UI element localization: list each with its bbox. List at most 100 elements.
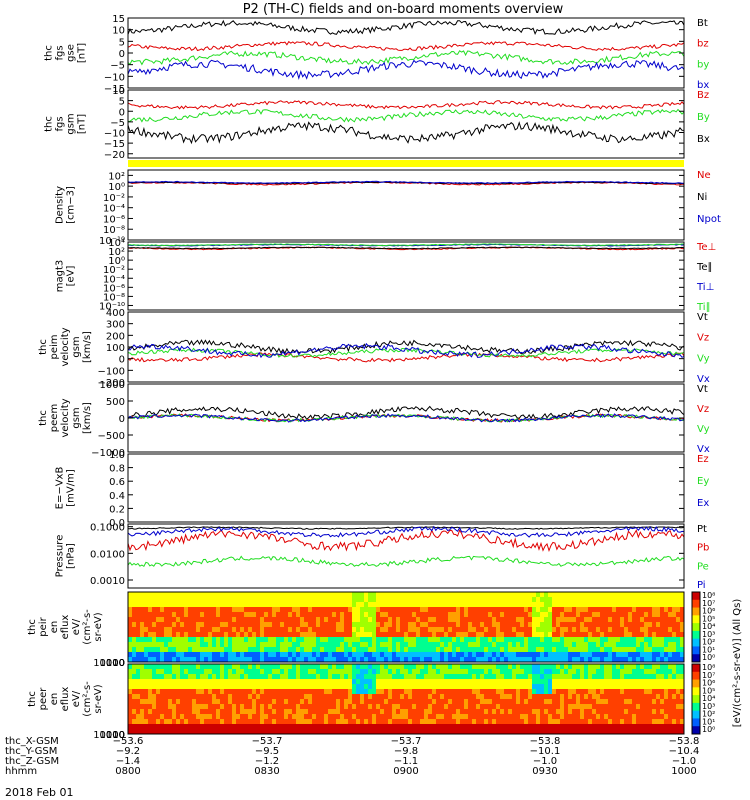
peir-spec-cell	[644, 627, 649, 633]
peir-spec-cell	[608, 622, 613, 628]
peer-spec-cell	[336, 669, 341, 675]
peir-spec-cell	[248, 602, 253, 608]
peer-spec-cell	[460, 729, 465, 735]
peir-spec-cell	[200, 592, 205, 598]
peer-spec-cell	[588, 694, 593, 700]
peer-spec-cell	[128, 714, 133, 720]
peer-spec-cell	[160, 729, 165, 735]
peir-spec-cell	[480, 637, 485, 643]
peir-spec-cell	[236, 607, 241, 613]
peer-spec-cell	[408, 674, 413, 680]
peir-spec-cell	[636, 597, 641, 603]
peer-spec-cell	[600, 719, 605, 725]
peer-spec-cell	[672, 704, 677, 710]
peer-spec-cell	[676, 694, 681, 700]
peir-spec-cell	[432, 627, 437, 633]
peir-spec-cell	[428, 642, 433, 648]
peir-spec-cell	[432, 647, 437, 653]
peir-spec-cell	[588, 652, 593, 658]
y-axis-label: thc	[38, 339, 49, 355]
peir-spec-cell	[444, 647, 449, 653]
peer-spec-cell	[280, 709, 285, 715]
peir-spec-cell	[224, 657, 229, 663]
peer-spec-cell	[280, 714, 285, 720]
peer-spec-cell	[140, 694, 145, 700]
peir-spec-cell	[216, 657, 221, 663]
peir-spec-cell	[316, 612, 321, 618]
peir-spec-cell	[656, 627, 661, 633]
peir-spec-cell	[620, 617, 625, 623]
peir-spec-cell	[568, 637, 573, 643]
peer-spec-cell	[612, 664, 617, 670]
peer-spec-cell	[560, 709, 565, 715]
peer-spec-cell	[596, 709, 601, 715]
peir-spec-cell	[440, 627, 445, 633]
peer-spec-cell	[396, 699, 401, 705]
peir-spec-cell	[532, 607, 537, 613]
peir-spec-cell	[640, 637, 645, 643]
peir-spec-cell	[668, 612, 673, 618]
peir-spec-cell	[204, 607, 209, 613]
peir-spec-cell	[664, 607, 669, 613]
peir-spec-cell	[268, 617, 273, 623]
peer-spec-cell	[404, 724, 409, 730]
peir-spec-cell	[196, 637, 201, 643]
peer-spec-cell	[320, 704, 325, 710]
peer-spec-cell	[568, 689, 573, 695]
peer-spec-cell	[344, 694, 349, 700]
peer-spec-cell	[260, 664, 265, 670]
peer-spec-cell	[668, 699, 673, 705]
peer-spec-cell	[476, 704, 481, 710]
peir-spec-cell	[188, 602, 193, 608]
peir-spec-cell	[604, 632, 609, 638]
peir-spec-cell	[388, 607, 393, 613]
peer-spec-cell	[492, 689, 497, 695]
peer-spec-cell	[656, 709, 661, 715]
peir-spec-cell	[236, 627, 241, 633]
colorbar: 10⁸10⁷10⁶10⁵10⁴10³10²10¹10⁰10⁸10⁷10⁶10⁵1…	[691, 591, 743, 735]
y-tick-label: 15	[112, 14, 125, 25]
peer-spec-cell	[260, 729, 265, 735]
peer-spec-cell	[560, 684, 565, 690]
peer-spec-cell	[668, 709, 673, 715]
peir-spec-cell	[416, 597, 421, 603]
peer-spec-cell	[140, 709, 145, 715]
peir-spec-cell	[252, 607, 257, 613]
peer-spec-cell	[440, 709, 445, 715]
temperature-frame	[127, 241, 685, 311]
peir-spec-cell	[564, 612, 569, 618]
peer-spec-cell	[184, 674, 189, 680]
peer-spec-cell	[596, 669, 601, 675]
peir-spec-cell	[332, 657, 337, 663]
peir-spec-cell	[644, 592, 649, 598]
peer-spec-cell	[680, 674, 685, 680]
peer-spec-cell	[224, 714, 229, 720]
peir-spec-cell	[652, 637, 657, 643]
y-tick-label: −5	[110, 118, 125, 129]
peir-spec-cell	[432, 602, 437, 608]
peir-spec-cell	[368, 592, 373, 598]
peir-spec-cell	[212, 612, 217, 618]
peer-spec-cell	[168, 729, 173, 735]
peer-spec-cell	[524, 699, 529, 705]
peer-spec-cell	[136, 679, 141, 685]
peer-spec-cell	[148, 729, 153, 735]
peir-spec-cell	[492, 647, 497, 653]
peir-spec-cell	[256, 642, 261, 648]
peir-spec-cell	[504, 637, 509, 643]
peer-spec-cell	[444, 709, 449, 715]
peer-spec-cell	[572, 719, 577, 725]
peer-spec-cell	[428, 664, 433, 670]
peer-spec-cell	[384, 679, 389, 685]
peir-spec-cell	[352, 607, 357, 613]
peer-spec-cell	[208, 724, 213, 730]
peer-spec-cell	[364, 669, 369, 675]
peer-spec-cell	[492, 709, 497, 715]
peir-spec-cell	[248, 642, 253, 648]
peer-spec-cell	[160, 709, 165, 715]
peer-spec-cell	[160, 724, 165, 730]
peir-spec-cell	[304, 632, 309, 638]
peir-spec-cell	[208, 612, 213, 618]
peer-spec-cell	[580, 679, 585, 685]
